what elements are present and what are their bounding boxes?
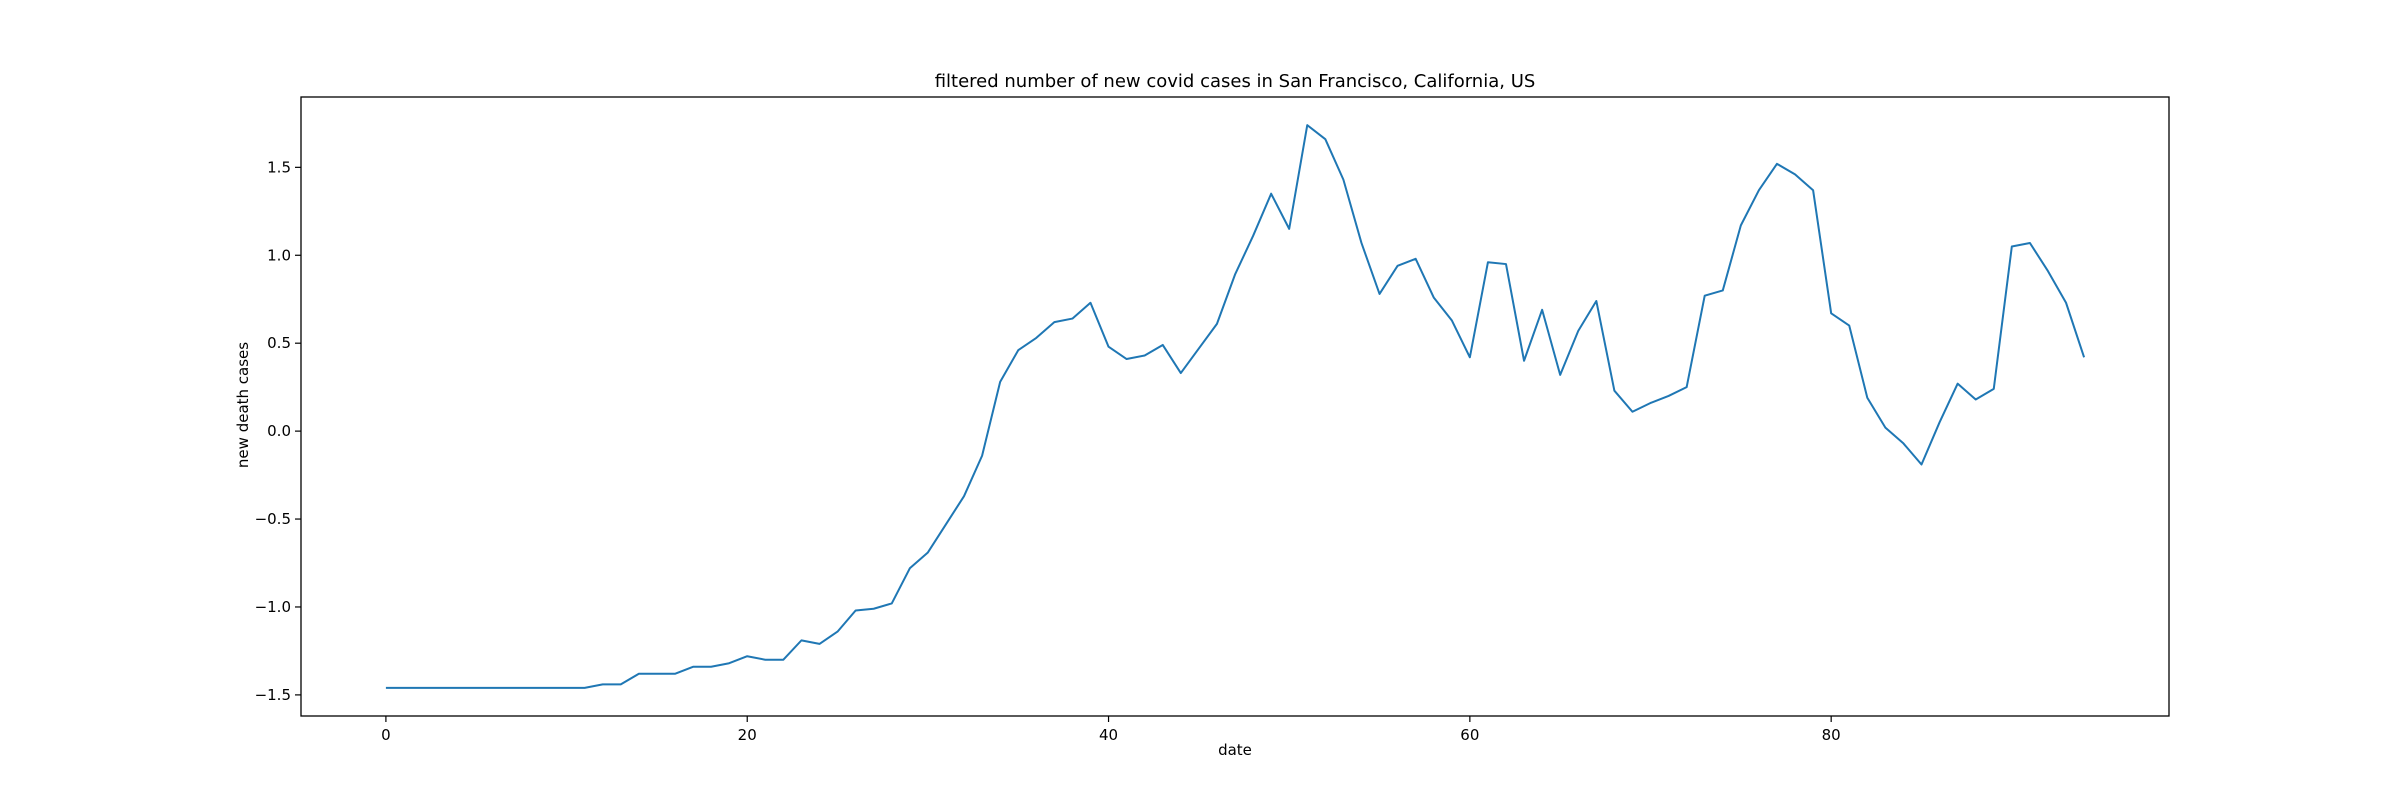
x-tick-label: 40 bbox=[1099, 726, 1118, 744]
x-axis-label: date bbox=[1218, 741, 1252, 759]
y-tick-label: −1.5 bbox=[255, 686, 291, 704]
x-axis: 0 20 40 60 80 bbox=[381, 716, 1841, 744]
y-axis-label: new death cases bbox=[234, 342, 252, 468]
x-tick-label: 80 bbox=[1822, 726, 1841, 744]
x-tick-label: 20 bbox=[738, 726, 757, 744]
chart-title: filtered number of new covid cases in Sa… bbox=[935, 71, 1536, 92]
y-tick-label: 1.0 bbox=[267, 246, 291, 264]
y-tick-label: −0.5 bbox=[255, 510, 291, 528]
plot-area bbox=[385, 124, 2086, 689]
y-tick-label: 0.0 bbox=[267, 422, 291, 440]
y-axis: −1.5 −1.0 −0.5 0.0 0.5 1.0 1.5 bbox=[255, 158, 301, 704]
x-tick-label: 60 bbox=[1460, 726, 1479, 744]
x-tick-label: 0 bbox=[381, 726, 391, 744]
y-tick-label: 0.5 bbox=[267, 334, 291, 352]
y-tick-label: −1.0 bbox=[255, 598, 291, 616]
y-tick-label: 1.5 bbox=[267, 158, 291, 176]
plot-frame bbox=[300, 96, 2170, 717]
series-line-0 bbox=[385, 124, 2086, 689]
